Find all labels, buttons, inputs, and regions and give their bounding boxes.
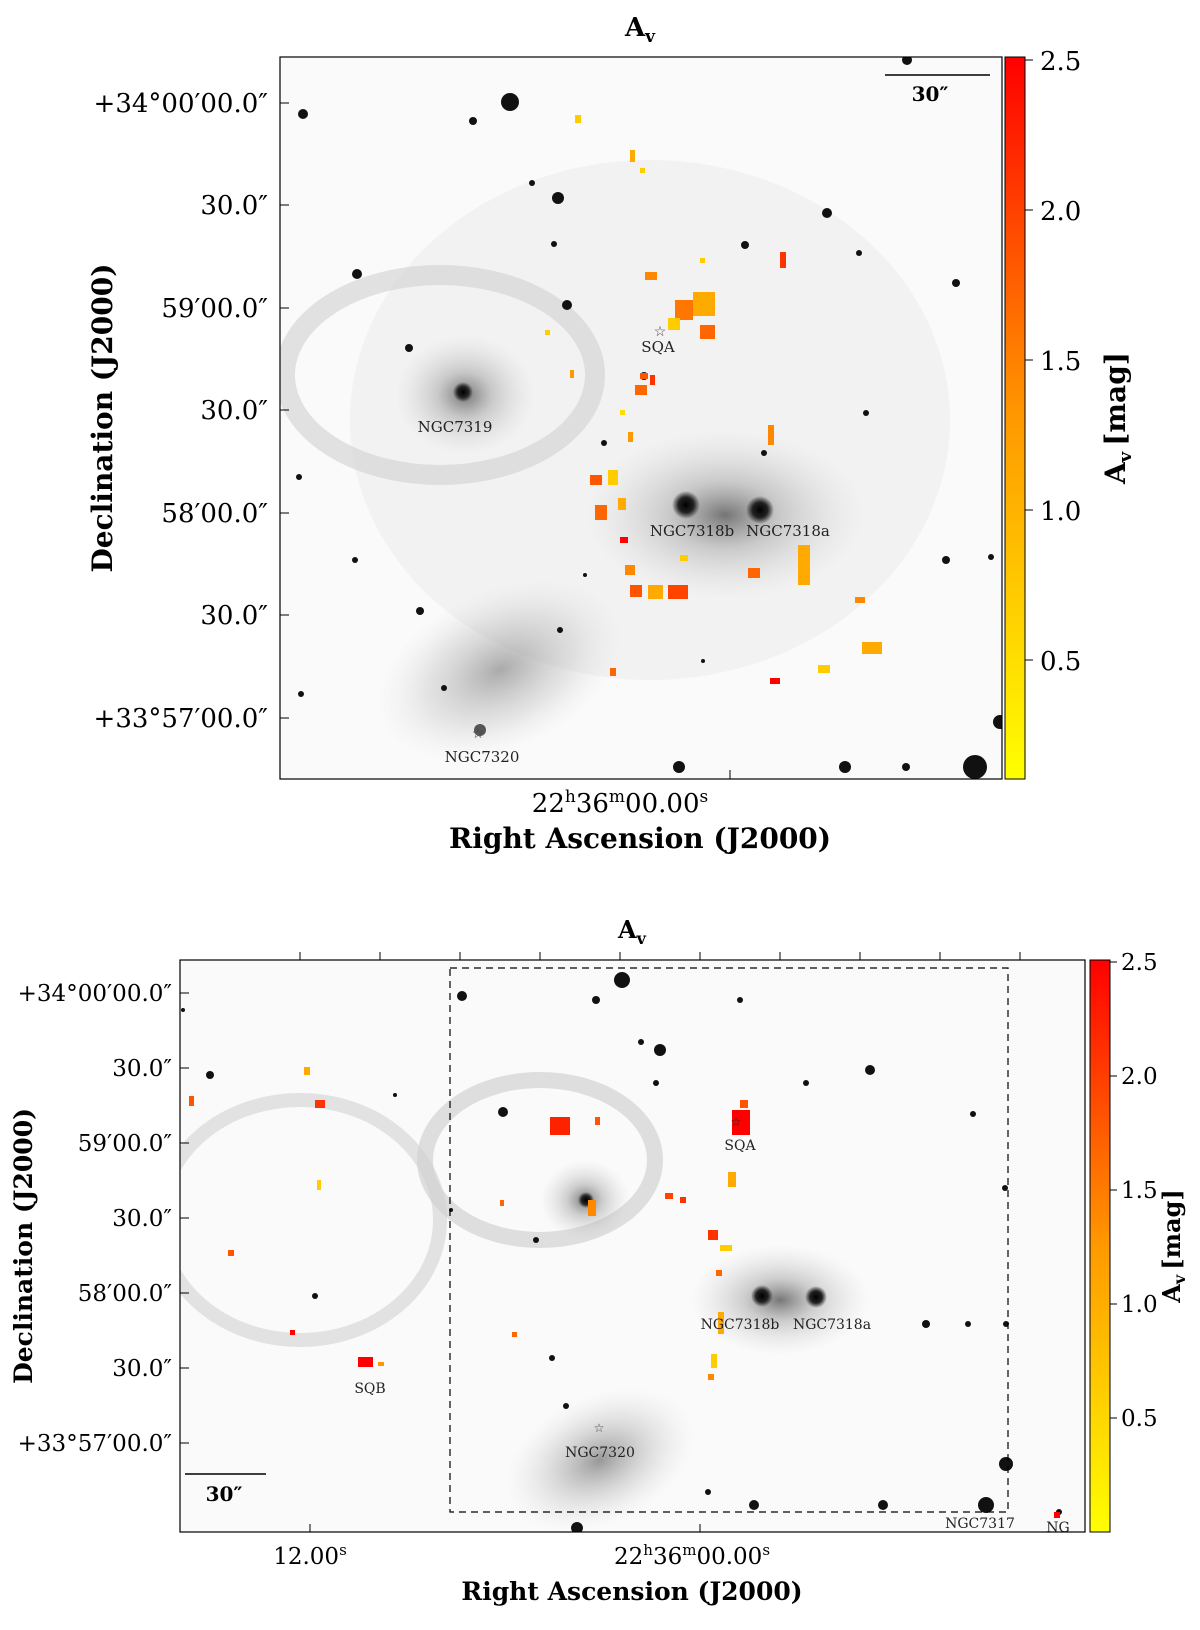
top-colorbar-label: Av[mag] (1099, 352, 1136, 485)
label-ngc7317: NGC7317 (945, 1516, 1015, 1532)
label-ngc7318b: NGC7318b (701, 1317, 780, 1333)
svg-text:+34°00′00.0″: +34°00′00.0″ (18, 981, 173, 1007)
svg-text:☆: ☆ (731, 1115, 742, 1129)
bottom-y-tick-labels: +34°00′00.0″ 30.0″ 59′00.0″ 30.0″ 58′00.… (18, 981, 173, 1457)
svg-text:30.0″: 30.0″ (112, 1056, 172, 1082)
bottom-title: Av (617, 915, 647, 948)
svg-text:☆: ☆ (654, 324, 667, 340)
svg-text:2.5: 2.5 (1121, 950, 1158, 976)
label-ngc7320: NGC7320 (445, 748, 520, 766)
top-y-axis-label: Declination (J2000) (86, 264, 119, 573)
top-sky-image: ☆ ☆ SQA NGC7319 NGC7318b NGC7318a NGC732… (280, 57, 1002, 779)
bottom-x-axis-label: Right Ascension (J2000) (461, 1577, 802, 1606)
top-x-axis-label: Right Ascension (J2000) (449, 822, 831, 855)
svg-text:59′00.0″: 59′00.0″ (161, 294, 268, 324)
svg-text:0.5: 0.5 (1040, 647, 1081, 677)
svg-text:30.0″: 30.0″ (112, 1206, 172, 1232)
svg-text:☆: ☆ (472, 726, 485, 742)
top-x-tick-label: 22h36m00.00s (532, 787, 708, 819)
svg-text:30.0″: 30.0″ (200, 396, 268, 426)
svg-text:30.0″: 30.0″ (112, 1356, 172, 1382)
svg-text:1.0: 1.0 (1121, 1292, 1158, 1318)
bottom-source-labels: SQA NGC7318b NGC7318a SQB NGC7320 NGC731… (354, 1138, 1069, 1536)
zoom-region-box (449, 967, 1009, 1513)
label-ngc7318a: NGC7318a (793, 1317, 871, 1333)
top-stars (296, 57, 1002, 779)
svg-text:☆: ☆ (594, 1421, 605, 1435)
bottom-image-frame (179, 959, 1086, 1533)
label-sqb: SQB (354, 1381, 385, 1397)
bottom-stars (181, 972, 1062, 1532)
label-ngc7318a: NGC7318a (746, 522, 830, 540)
svg-text:+33°57′00.0″: +33°57′00.0″ (18, 1431, 173, 1457)
bottom-x-tick-left: 12.00s (273, 1541, 347, 1570)
top-panel: Av (86, 13, 1136, 855)
label-ng: NG (1046, 1520, 1069, 1536)
label-ngc7318b: NGC7318b (650, 522, 734, 540)
svg-text:30.0″: 30.0″ (200, 191, 268, 221)
bottom-colorbar-ticks: 2.5 2.0 1.5 1.0 0.5 (1121, 950, 1158, 1432)
top-title: Av (624, 13, 656, 47)
top-extinction-pixels (545, 115, 882, 684)
bottom-x-tick-center: 22h36m00.00s (614, 1541, 770, 1570)
svg-text:1.0: 1.0 (1040, 497, 1081, 527)
svg-text:0.5: 0.5 (1121, 1406, 1158, 1432)
label-sqa: SQA (724, 1138, 756, 1154)
bottom-colorbar (1089, 959, 1111, 1533)
top-colorbar-ticks: 2.5 2.0 1.5 1.0 0.5 (1040, 47, 1081, 677)
svg-text:1.5: 1.5 (1040, 347, 1081, 377)
svg-text:2.0: 2.0 (1040, 197, 1081, 227)
svg-text:30.0″: 30.0″ (200, 601, 268, 631)
svg-text:2.5: 2.5 (1040, 47, 1081, 77)
label-ngc7320: NGC7320 (565, 1445, 635, 1461)
bottom-panel: Av (9, 915, 1189, 1606)
top-y-tick-labels: +34°00′00.0″ 30.0″ 59′00.0″ 30.0″ 58′00.… (94, 89, 269, 734)
svg-text:+33°57′00.0″: +33°57′00.0″ (94, 704, 269, 734)
svg-text:58′00.0″: 58′00.0″ (78, 1281, 173, 1307)
label-ngc7319: NGC7319 (418, 418, 493, 436)
svg-text:2.0: 2.0 (1121, 1064, 1158, 1090)
bottom-y-axis-label: Declination (J2000) (9, 1108, 38, 1384)
bottom-scale-bar-label: 30″ (206, 1482, 243, 1506)
bottom-sky-image: ☆ ☆ SQA NGC7318b NGC7318a SQB NGC7320 NG… (180, 960, 1085, 1536)
svg-text:59′00.0″: 59′00.0″ (78, 1131, 173, 1157)
bottom-extinction-pixels (189, 1067, 1060, 1518)
svg-text:58′00.0″: 58′00.0″ (161, 499, 268, 529)
top-scale-bar-label: 30″ (912, 82, 949, 106)
svg-text:+34°00′00.0″: +34°00′00.0″ (94, 89, 269, 119)
top-image-frame (279, 56, 1003, 780)
top-colorbar (1004, 56, 1026, 780)
label-sqa: SQA (641, 338, 675, 356)
top-source-labels: SQA NGC7319 NGC7318b NGC7318a NGC7320 (418, 338, 830, 766)
svg-text:1.5: 1.5 (1121, 1178, 1158, 1204)
bottom-colorbar-label: Av[mag] (1157, 1189, 1189, 1303)
